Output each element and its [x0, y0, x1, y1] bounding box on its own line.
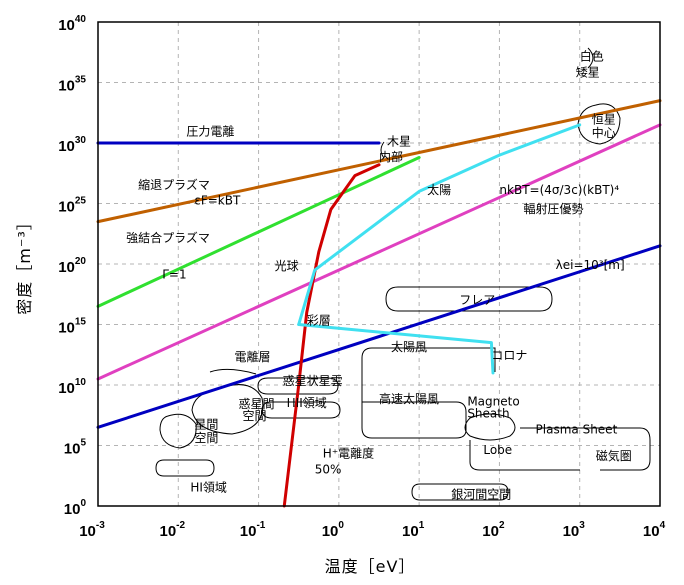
region-outline: [469, 427, 651, 471]
y-tick-label: 1025: [58, 196, 86, 216]
tick-labels: 10-3 10-2 10-1 100 101 102 103 104 100 105 1010 101…: [58, 14, 665, 540]
annotation-label: 50%: [315, 462, 342, 476]
annotation-label: 強結合プラズマ: [126, 230, 210, 245]
annotation-label: HI領域: [190, 479, 227, 494]
annotation-label: 恒星: [592, 113, 616, 127]
annotation-label: 白色: [580, 49, 604, 64]
y-tick-label: 100: [64, 498, 87, 518]
y-tick-label: 105: [64, 438, 87, 458]
annotation-label: 光球: [275, 259, 299, 273]
region-outline: [361, 347, 496, 412]
annotation-label: λei=10³[m]: [556, 258, 625, 272]
x-tick-label: 102: [482, 520, 505, 540]
y-tick-label: 1040: [58, 14, 86, 34]
x-tick-label: 10-1: [240, 520, 266, 540]
y-tick-label: 1030: [58, 135, 86, 155]
annotation-label: Magneto: [467, 395, 519, 409]
annotation-label: Sheath: [467, 407, 509, 421]
region-outline: [257, 377, 339, 395]
series-line-7: [297, 323, 495, 375]
series-line-2: [96, 156, 421, 308]
annotation-label: 高速太陽風: [379, 391, 439, 406]
annotation-label: HII領域: [287, 395, 327, 410]
y-tick-label: 1035: [58, 75, 86, 95]
region-outline: [385, 286, 553, 312]
region-outline: [361, 401, 467, 439]
region-outlines: [155, 47, 651, 501]
annotation-label: 太陽: [427, 182, 451, 197]
annotation-label: 中心: [592, 125, 616, 140]
annotation-label: コロナ: [491, 349, 527, 363]
annotation-label: εF=kBT: [194, 194, 241, 208]
annotation-label: フレア: [459, 293, 495, 307]
region-outline: [411, 483, 509, 501]
annotation-label: 空間: [243, 409, 267, 423]
annotation-label: 矮星: [576, 65, 600, 79]
annotation-label: 内部: [379, 149, 403, 164]
series-line-1: [96, 99, 662, 224]
y-tick-label: 1020: [58, 256, 86, 276]
annotation-label: 磁気圏: [596, 448, 632, 463]
annotation-label: 太陽風: [391, 339, 427, 354]
x-tick-label: 103: [563, 520, 586, 540]
annotation-label: 縮退プラズマ: [138, 177, 210, 192]
annotation-label: Plasma Sheet: [536, 422, 618, 436]
annotation-label: 空間: [194, 431, 218, 445]
annotation-label: 星間: [194, 418, 218, 432]
annotation-label: Lobe: [483, 443, 512, 457]
region-outline: [380, 141, 385, 159]
series-line-3: [96, 123, 662, 381]
series-line-4: [96, 244, 662, 429]
region-outline: [191, 384, 264, 435]
annotation-label: 惑星状星雲: [283, 374, 343, 388]
region-outline: [587, 47, 594, 69]
annotation-label: 彩層: [307, 314, 331, 328]
series-line-5: [282, 163, 381, 508]
series-line-6: [297, 123, 582, 326]
region-outline: [209, 368, 257, 375]
y-tick-label: 1010: [58, 377, 86, 397]
annotation-label: 輻射圧優勢: [524, 201, 584, 216]
x-tick-label: 10-2: [159, 520, 185, 540]
y-axis-label: 密度［m⁻³］: [15, 213, 34, 314]
region-outline: [159, 413, 197, 449]
region-outline: [261, 401, 341, 419]
annotation-label: 圧力電離: [186, 125, 234, 139]
annotation-label: Γ=1: [162, 268, 186, 282]
x-axis-label: 温度［eV］: [325, 557, 416, 576]
annotation-label: nkBT=(4σ/3c)(kBT)⁴: [499, 183, 619, 197]
annotation-label: H⁺電離度: [323, 446, 374, 461]
annotation-label: 木星: [387, 134, 411, 148]
region-outline: [464, 413, 516, 441]
annotation-label: 惑星間: [239, 397, 275, 411]
region-outline: [155, 459, 215, 477]
x-tick-label: 100: [322, 520, 345, 540]
x-tick-label: 101: [402, 520, 425, 540]
y-tick-label: 1015: [58, 317, 86, 337]
series-lines: [96, 99, 662, 508]
plot-frame: [97, 21, 661, 507]
annotation-label: 電離層: [234, 350, 270, 364]
x-tick-label: 104: [643, 520, 666, 540]
x-tick-label: 10-3: [79, 520, 105, 540]
annotation-label: 銀河間空間: [451, 488, 511, 502]
